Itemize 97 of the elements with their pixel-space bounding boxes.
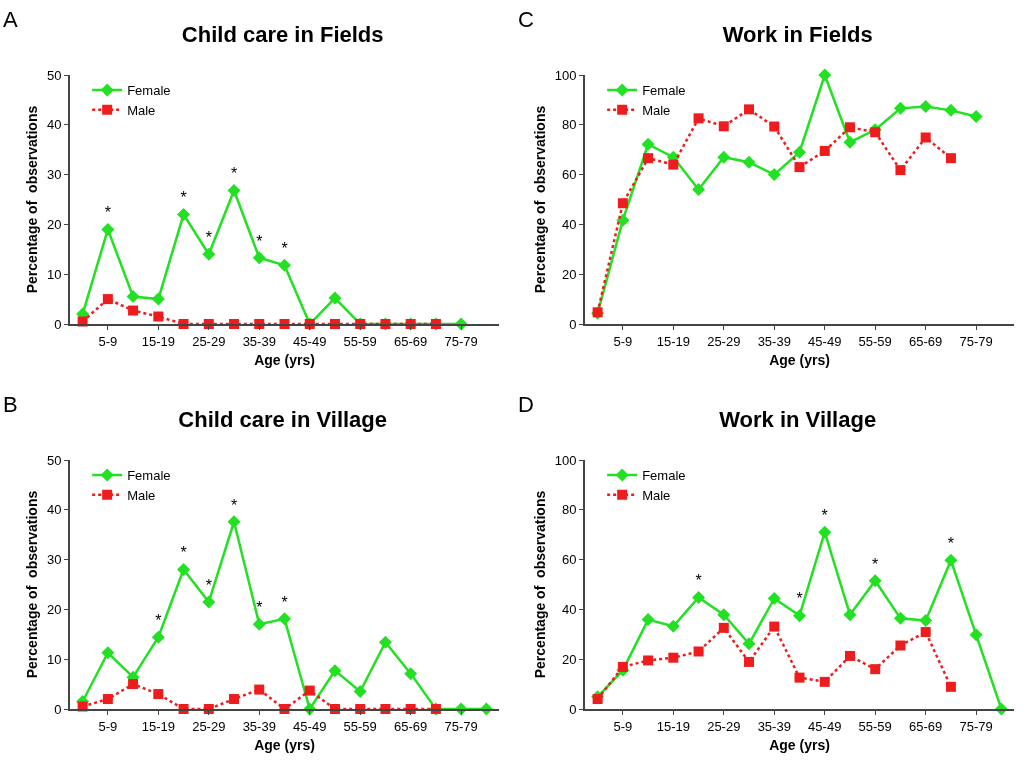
x-tick-label: 25-29 bbox=[192, 333, 226, 349]
x-tick-label: 25-29 bbox=[707, 333, 741, 349]
data-label: * bbox=[205, 576, 212, 594]
y-tick-label: 30 bbox=[46, 552, 62, 568]
data-label: * bbox=[256, 599, 263, 617]
y-tick-label: 40 bbox=[561, 216, 577, 232]
y-tick-label: 10 bbox=[46, 651, 62, 667]
x-tick-label: 5-9 bbox=[613, 333, 633, 349]
y-tick-label: 20 bbox=[561, 266, 577, 282]
x-tick-label: 45-49 bbox=[293, 333, 327, 349]
x-tick-label: 65-69 bbox=[909, 333, 943, 349]
y-tick-label: 80 bbox=[561, 502, 577, 518]
data-label: * bbox=[180, 544, 187, 562]
data-label: * bbox=[230, 165, 238, 183]
y-tick-label: 60 bbox=[561, 167, 577, 183]
x-tick-label: 55-59 bbox=[858, 333, 892, 349]
data-label: * bbox=[821, 506, 828, 524]
y-tick-label: 0 bbox=[569, 701, 577, 717]
data-label: * bbox=[205, 229, 212, 247]
x-tick-label: 55-59 bbox=[343, 333, 377, 349]
legend-label: Male bbox=[642, 487, 671, 503]
legend-label: Male bbox=[127, 487, 156, 503]
y-tick-label: 20 bbox=[561, 651, 577, 667]
x-tick-label: 45-49 bbox=[808, 718, 842, 734]
x-tick-label: 35-39 bbox=[757, 718, 791, 734]
x-tick-label: 5-9 bbox=[613, 718, 633, 734]
y-tick-label: 60 bbox=[561, 552, 577, 568]
x-tick-label: 75-79 bbox=[959, 718, 993, 734]
y-tick-label: 40 bbox=[46, 502, 62, 518]
data-label: * bbox=[256, 232, 263, 250]
data-label: * bbox=[104, 204, 111, 222]
y-tick-label: 20 bbox=[46, 216, 62, 232]
y-axis-title: Percentage of observations bbox=[24, 490, 41, 679]
x-axis-title: Age (yrs) bbox=[769, 737, 830, 754]
x-tick-label: 15-19 bbox=[141, 718, 175, 734]
x-tick-label: 15-19 bbox=[656, 333, 690, 349]
y-axis-title: Percentage of observations bbox=[24, 105, 41, 294]
y-tick-label: 0 bbox=[569, 316, 577, 332]
data-label: * bbox=[947, 535, 955, 553]
chart-title: Child care in Fields bbox=[181, 21, 384, 47]
x-tick-label: 75-79 bbox=[959, 333, 993, 349]
legend-label: Female bbox=[127, 468, 171, 484]
legend-label: Female bbox=[642, 83, 686, 99]
data-label: * bbox=[796, 590, 803, 608]
y-tick-label: 0 bbox=[54, 701, 62, 717]
y-axis-title: Percentage of observations bbox=[531, 105, 548, 294]
x-tick-label: 15-19 bbox=[141, 333, 175, 349]
x-tick-label: 65-69 bbox=[394, 718, 428, 734]
chart-title: Work in Village bbox=[719, 406, 877, 432]
chart-title: Work in Fields bbox=[722, 21, 873, 47]
x-tick-label: 35-39 bbox=[242, 718, 276, 734]
data-label: * bbox=[155, 612, 162, 630]
x-tick-label: 25-29 bbox=[707, 718, 741, 734]
data-label: * bbox=[281, 593, 288, 611]
x-tick-label: 55-59 bbox=[858, 718, 892, 734]
data-label: * bbox=[872, 555, 879, 573]
data-label: * bbox=[281, 239, 288, 257]
legend-label: Female bbox=[127, 83, 171, 99]
text: A bbox=[3, 7, 18, 32]
x-tick-label: 35-39 bbox=[242, 333, 276, 349]
legend-label: Male bbox=[127, 102, 156, 118]
y-tick-label: 100 bbox=[554, 452, 577, 468]
y-tick-label: 0 bbox=[54, 316, 62, 332]
y-tick-label: 40 bbox=[46, 117, 62, 133]
y-tick-label: 80 bbox=[561, 117, 577, 133]
data-label: * bbox=[180, 189, 187, 207]
legend-label: Male bbox=[642, 102, 671, 118]
y-tick-label: 30 bbox=[46, 167, 62, 183]
x-tick-label: 65-69 bbox=[394, 333, 428, 349]
y-tick-label: 10 bbox=[46, 266, 62, 282]
x-tick-label: 45-49 bbox=[808, 333, 842, 349]
x-tick-label: 25-29 bbox=[192, 718, 226, 734]
y-tick-label: 50 bbox=[46, 452, 62, 468]
x-tick-label: 5-9 bbox=[98, 333, 118, 349]
text: C bbox=[518, 7, 534, 32]
y-tick-label: 100 bbox=[554, 67, 577, 83]
x-tick-label: 5-9 bbox=[98, 718, 118, 734]
text: B bbox=[3, 392, 18, 417]
x-axis-title: Age (yrs) bbox=[254, 352, 315, 369]
legend-label: Female bbox=[642, 468, 686, 484]
x-tick-label: 35-39 bbox=[757, 333, 791, 349]
x-tick-label: 65-69 bbox=[909, 718, 943, 734]
y-tick-label: 40 bbox=[561, 601, 577, 617]
x-axis-title: Age (yrs) bbox=[769, 352, 830, 369]
y-axis-title: Percentage of observations bbox=[531, 490, 548, 679]
y-tick-label: 20 bbox=[46, 601, 62, 617]
x-axis-title: Age (yrs) bbox=[254, 737, 315, 754]
x-tick-label: 75-79 bbox=[444, 333, 478, 349]
x-tick-label: 45-49 bbox=[293, 718, 327, 734]
y-tick-label: 50 bbox=[46, 67, 62, 83]
x-tick-label: 15-19 bbox=[656, 718, 690, 734]
x-tick-label: 75-79 bbox=[444, 718, 478, 734]
data-label: * bbox=[695, 572, 702, 590]
chart-title: Child care in Village bbox=[178, 406, 388, 432]
text: D bbox=[518, 392, 534, 417]
x-tick-label: 55-59 bbox=[343, 718, 377, 734]
data-label: * bbox=[230, 496, 238, 514]
